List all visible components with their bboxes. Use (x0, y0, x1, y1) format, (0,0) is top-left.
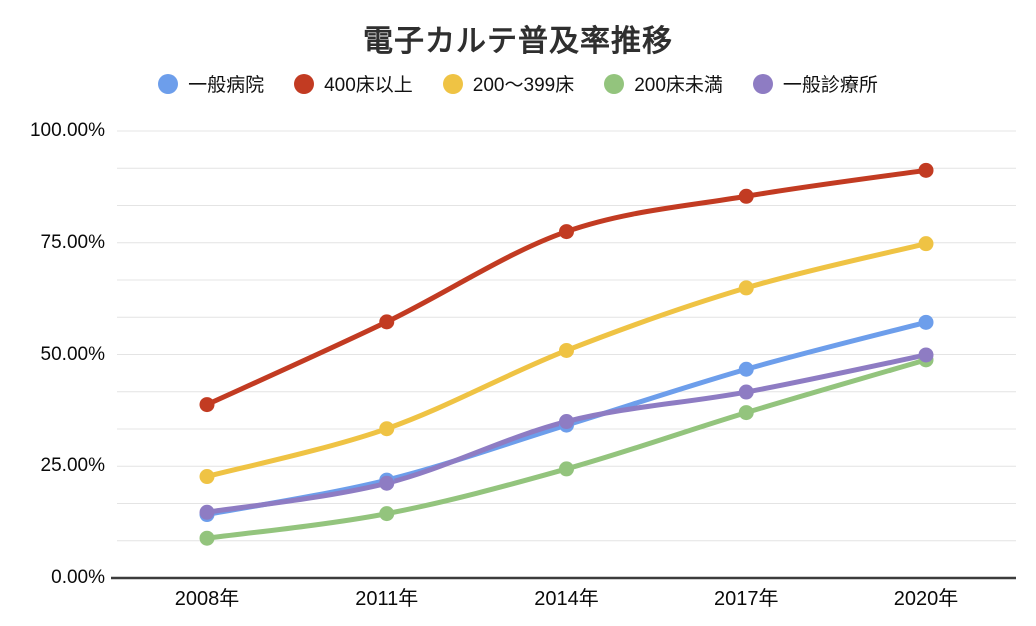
x-tick-label: 2014年 (534, 588, 599, 610)
data-point-4-0 (199, 504, 215, 520)
data-point-4-4 (918, 347, 934, 363)
x-tick-label: 2020年 (893, 588, 959, 610)
data-point-4-3 (738, 384, 754, 400)
data-point-2-2 (559, 342, 574, 358)
data-point-4-1 (379, 475, 395, 491)
data-point-3-0 (199, 530, 215, 546)
legend-label: 200床未満 (634, 75, 723, 96)
data-point-3-3 (738, 405, 754, 421)
x-tick-label: 2008年 (174, 588, 240, 610)
data-point-0-4 (918, 314, 934, 330)
data-point-2-4 (918, 236, 934, 252)
legend-item-0: 一般病院 (158, 70, 264, 97)
chart-title: 電子カルテ普及率推移 (363, 25, 673, 58)
legend-swatch-icon (752, 73, 773, 94)
legend-item-1: 400床以上 (294, 70, 413, 97)
data-point-3-2 (559, 461, 574, 477)
data-point-1-2 (559, 224, 574, 240)
legend: 一般病院 400床以上 200〜399床 200床未満 一般診療所 (0, 70, 1036, 97)
legend-swatch-icon (604, 73, 625, 94)
data-point-3-1 (379, 506, 395, 522)
y-tick-label: 50.00% (40, 343, 105, 365)
data-point-2-3 (738, 280, 754, 296)
data-point-0-3 (738, 361, 754, 377)
legend-swatch-icon (158, 73, 179, 94)
legend-swatch-icon (442, 73, 463, 94)
legend-label: 一般診療所 (782, 75, 878, 96)
data-point-1-3 (738, 188, 754, 204)
data-point-4-2 (559, 414, 574, 430)
y-tick-label: 0.00% (51, 567, 105, 588)
data-point-2-1 (379, 421, 395, 437)
data-point-1-1 (379, 314, 395, 330)
legend-item-3: 200床未満 (604, 70, 723, 97)
legend-label: 400床以上 (324, 75, 413, 96)
legend-item-4: 一般診療所 (752, 70, 878, 97)
series-line-2 (204, 241, 929, 480)
x-tick-label: 2011年 (355, 588, 419, 610)
x-tick-label: 2017年 (714, 588, 779, 610)
data-point-1-4 (918, 162, 934, 178)
legend-swatch-icon (294, 73, 315, 94)
legend-item-2: 200〜399床 (442, 70, 575, 97)
y-tick-label: 75.00% (40, 231, 105, 253)
data-point-1-0 (199, 397, 215, 413)
y-tick-label: 25.00% (40, 455, 105, 477)
series-line-4 (204, 352, 929, 515)
y-tick-label: 100.00% (29, 120, 105, 141)
legend-label: 一般病院 (188, 75, 265, 96)
legend-label: 200〜399床 (472, 75, 575, 96)
data-point-2-0 (199, 469, 215, 485)
